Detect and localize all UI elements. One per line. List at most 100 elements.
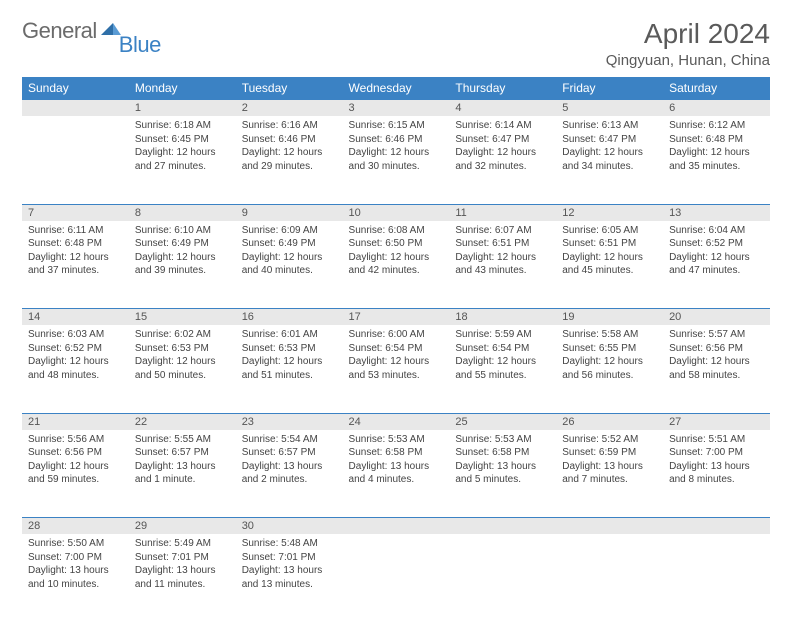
day-number-cell: 29: [129, 518, 236, 535]
daylight-line: Daylight: 13 hours and 7 minutes.: [562, 460, 657, 487]
sunset-line: Sunset: 6:51 PM: [562, 237, 657, 251]
day-number-cell: 6: [663, 100, 770, 117]
day-number-cell: 7: [22, 204, 129, 221]
logo: General Blue: [22, 18, 167, 44]
sunrise-line: Sunrise: 5:52 AM: [562, 433, 657, 447]
sunrise-line: Sunrise: 5:54 AM: [242, 433, 337, 447]
sunrise-line: Sunrise: 6:05 AM: [562, 224, 657, 238]
daylight-line: Daylight: 13 hours and 5 minutes.: [455, 460, 550, 487]
sunrise-line: Sunrise: 6:00 AM: [349, 328, 444, 342]
sunset-line: Sunset: 6:52 PM: [669, 237, 764, 251]
daylight-line: Daylight: 12 hours and 35 minutes.: [669, 146, 764, 173]
sunset-line: Sunset: 6:48 PM: [669, 133, 764, 147]
sunrise-line: Sunrise: 5:59 AM: [455, 328, 550, 342]
day-details-cell: Sunrise: 6:03 AMSunset: 6:52 PMDaylight:…: [22, 325, 129, 413]
day-number-cell: 8: [129, 204, 236, 221]
day-number-cell: [556, 518, 663, 535]
sunrise-line: Sunrise: 5:53 AM: [455, 433, 550, 447]
day-details-cell: Sunrise: 5:49 AMSunset: 7:01 PMDaylight:…: [129, 534, 236, 622]
sunset-line: Sunset: 6:45 PM: [135, 133, 230, 147]
weekday-header: Tuesday: [236, 77, 343, 100]
day-details-cell: Sunrise: 6:16 AMSunset: 6:46 PMDaylight:…: [236, 116, 343, 204]
day-number-cell: 14: [22, 309, 129, 326]
sunset-line: Sunset: 6:53 PM: [135, 342, 230, 356]
sunrise-line: Sunrise: 5:53 AM: [349, 433, 444, 447]
daynum-row: 123456: [22, 100, 770, 117]
day-number-cell: 22: [129, 413, 236, 430]
day-number-cell: 5: [556, 100, 663, 117]
sunset-line: Sunset: 7:01 PM: [242, 551, 337, 565]
day-number-cell: 27: [663, 413, 770, 430]
sunrise-line: Sunrise: 6:07 AM: [455, 224, 550, 238]
details-row: Sunrise: 6:18 AMSunset: 6:45 PMDaylight:…: [22, 116, 770, 204]
day-number-cell: 4: [449, 100, 556, 117]
day-number-cell: 15: [129, 309, 236, 326]
sunset-line: Sunset: 6:53 PM: [242, 342, 337, 356]
day-details-cell: Sunrise: 5:48 AMSunset: 7:01 PMDaylight:…: [236, 534, 343, 622]
sunset-line: Sunset: 6:58 PM: [349, 446, 444, 460]
sunset-line: Sunset: 6:47 PM: [562, 133, 657, 147]
sunrise-line: Sunrise: 6:10 AM: [135, 224, 230, 238]
weekday-header: Saturday: [663, 77, 770, 100]
daylight-line: Daylight: 12 hours and 34 minutes.: [562, 146, 657, 173]
daylight-line: Daylight: 12 hours and 59 minutes.: [28, 460, 123, 487]
sunset-line: Sunset: 6:56 PM: [28, 446, 123, 460]
daylight-line: Daylight: 13 hours and 11 minutes.: [135, 564, 230, 591]
day-details-cell: Sunrise: 6:02 AMSunset: 6:53 PMDaylight:…: [129, 325, 236, 413]
sunrise-line: Sunrise: 5:49 AM: [135, 537, 230, 551]
daylight-line: Daylight: 13 hours and 8 minutes.: [669, 460, 764, 487]
sunset-line: Sunset: 7:00 PM: [669, 446, 764, 460]
day-number-cell: [663, 518, 770, 535]
day-details-cell: Sunrise: 5:51 AMSunset: 7:00 PMDaylight:…: [663, 430, 770, 518]
sunrise-line: Sunrise: 5:50 AM: [28, 537, 123, 551]
sunrise-line: Sunrise: 6:11 AM: [28, 224, 123, 238]
daynum-row: 21222324252627: [22, 413, 770, 430]
day-details-cell: Sunrise: 6:13 AMSunset: 6:47 PMDaylight:…: [556, 116, 663, 204]
daylight-line: Daylight: 12 hours and 55 minutes.: [455, 355, 550, 382]
sunrise-line: Sunrise: 6:03 AM: [28, 328, 123, 342]
day-number-cell: [343, 518, 450, 535]
location: Qingyuan, Hunan, China: [606, 52, 770, 69]
weekday-header: Wednesday: [343, 77, 450, 100]
sunset-line: Sunset: 6:48 PM: [28, 237, 123, 251]
day-details-cell: Sunrise: 5:58 AMSunset: 6:55 PMDaylight:…: [556, 325, 663, 413]
sunset-line: Sunset: 6:50 PM: [349, 237, 444, 251]
sunrise-line: Sunrise: 6:12 AM: [669, 119, 764, 133]
day-number-cell: 19: [556, 309, 663, 326]
daynum-row: 282930: [22, 518, 770, 535]
day-number-cell: 16: [236, 309, 343, 326]
sunset-line: Sunset: 6:49 PM: [135, 237, 230, 251]
sunrise-line: Sunrise: 5:55 AM: [135, 433, 230, 447]
sunrise-line: Sunrise: 6:02 AM: [135, 328, 230, 342]
sunrise-line: Sunrise: 5:57 AM: [669, 328, 764, 342]
daylight-line: Daylight: 12 hours and 29 minutes.: [242, 146, 337, 173]
sunset-line: Sunset: 6:46 PM: [349, 133, 444, 147]
day-number-cell: 3: [343, 100, 450, 117]
day-number-cell: 9: [236, 204, 343, 221]
day-number-cell: 30: [236, 518, 343, 535]
day-details-cell: [556, 534, 663, 622]
daylight-line: Daylight: 13 hours and 13 minutes.: [242, 564, 337, 591]
day-number-cell: 23: [236, 413, 343, 430]
day-number-cell: [22, 100, 129, 117]
daylight-line: Daylight: 12 hours and 51 minutes.: [242, 355, 337, 382]
sunset-line: Sunset: 6:47 PM: [455, 133, 550, 147]
sunrise-line: Sunrise: 6:01 AM: [242, 328, 337, 342]
daylight-line: Daylight: 13 hours and 1 minute.: [135, 460, 230, 487]
daylight-line: Daylight: 13 hours and 2 minutes.: [242, 460, 337, 487]
sunset-line: Sunset: 6:52 PM: [28, 342, 123, 356]
sunrise-line: Sunrise: 6:14 AM: [455, 119, 550, 133]
title-block: April 2024 Qingyuan, Hunan, China: [606, 18, 770, 69]
day-details-cell: Sunrise: 6:10 AMSunset: 6:49 PMDaylight:…: [129, 221, 236, 309]
daylight-line: Daylight: 12 hours and 53 minutes.: [349, 355, 444, 382]
daylight-line: Daylight: 12 hours and 43 minutes.: [455, 251, 550, 278]
day-details-cell: Sunrise: 5:59 AMSunset: 6:54 PMDaylight:…: [449, 325, 556, 413]
sunrise-line: Sunrise: 6:09 AM: [242, 224, 337, 238]
day-details-cell: [22, 116, 129, 204]
daylight-line: Daylight: 12 hours and 48 minutes.: [28, 355, 123, 382]
day-details-cell: Sunrise: 5:57 AMSunset: 6:56 PMDaylight:…: [663, 325, 770, 413]
sunrise-line: Sunrise: 6:13 AM: [562, 119, 657, 133]
day-number-cell: 28: [22, 518, 129, 535]
sunset-line: Sunset: 6:54 PM: [455, 342, 550, 356]
day-number-cell: 26: [556, 413, 663, 430]
